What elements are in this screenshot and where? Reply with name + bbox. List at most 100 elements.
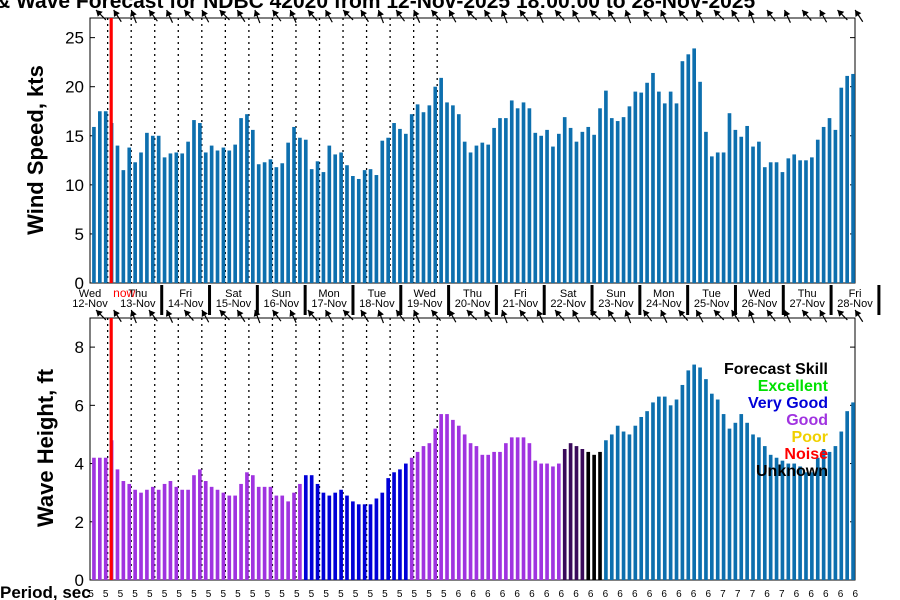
wave-bar: [662, 396, 667, 580]
period-value: 6: [500, 589, 506, 600]
day-separator: [447, 285, 451, 315]
wind-direction-arrow: [554, 9, 565, 21]
wind-direction-arrow: [519, 9, 529, 22]
wind-direction-arrow: [607, 9, 617, 23]
wave-arrow-head: [377, 310, 384, 317]
wind-bar: [474, 145, 479, 283]
wind-bar: [203, 152, 208, 283]
wind-bar: [498, 118, 502, 283]
day-name-label: Wed: [413, 288, 435, 300]
wind-bar: [715, 152, 720, 283]
wave-direction-arrow: [554, 309, 565, 321]
wave-bar: [668, 405, 673, 580]
wind-bar: [710, 156, 714, 283]
wind-bar: [115, 145, 120, 283]
wind-bar: [292, 126, 296, 283]
wind-bar: [451, 105, 455, 283]
day-date-label: 15-Nov: [216, 298, 252, 310]
wind-bar: [739, 136, 744, 283]
wave-arrow-head: [678, 310, 686, 317]
wave-direction-arrow: [572, 309, 580, 323]
wind-bar: [757, 141, 761, 283]
wave-arrow-head: [802, 310, 809, 317]
wave-bar: [439, 414, 443, 580]
day-separator: [160, 285, 164, 315]
wave-bar: [557, 463, 561, 580]
wind-bar: [551, 146, 555, 283]
wind-direction-arrow: [572, 9, 580, 23]
wind-arrow-head: [448, 10, 456, 17]
wind-bar: [721, 152, 726, 283]
day-date-label: 14-Nov: [168, 298, 204, 310]
wind-arrow-head: [201, 10, 208, 17]
wave-direction-arrow: [766, 309, 776, 322]
period-value: 6: [676, 589, 682, 600]
wind-bar: [121, 170, 126, 283]
wave-bar: [468, 443, 473, 580]
period-value: 5: [397, 589, 403, 600]
wind-arrow-head: [819, 10, 826, 17]
period-value: 6: [808, 589, 814, 600]
wave-bar: [680, 384, 685, 580]
wind-bar: [704, 131, 708, 283]
wind-direction-arrow: [342, 9, 354, 21]
wind-bar: [186, 141, 190, 283]
period-value: 5: [147, 589, 153, 600]
wave-bar: [209, 486, 214, 580]
wind-arrow-head: [766, 10, 774, 17]
wind-bar: [168, 153, 173, 283]
wind-ytick-label: 15: [65, 127, 84, 146]
wave-bar: [121, 481, 126, 580]
wave-bar: [433, 428, 438, 580]
period-value: 6: [661, 589, 667, 600]
wave-direction-arrow: [165, 309, 174, 323]
wind-bar: [274, 167, 279, 283]
day-date-label: 28-Nov: [837, 298, 873, 310]
wave-arrow-head: [819, 310, 826, 317]
wind-bar: [280, 163, 285, 283]
wave-ytick-label: 8: [75, 338, 84, 357]
wave-bar: [786, 463, 791, 580]
wind-bar: [492, 127, 496, 283]
wave-bar: [327, 495, 332, 580]
wave-bar: [733, 422, 738, 580]
wave-bar: [256, 486, 261, 580]
wave-bar: [545, 463, 549, 580]
wind-bar: [745, 125, 749, 284]
period-value: 6: [647, 589, 653, 600]
wave-bar: [133, 489, 137, 580]
wave-ylabel: Wave Height, ft: [33, 368, 58, 527]
period-value: 6: [794, 589, 800, 600]
wind-bar: [574, 141, 579, 283]
wind-bar: [127, 147, 132, 283]
wave-direction-arrow: [519, 309, 529, 322]
wave-bar: [174, 486, 179, 580]
wave-arrow-head: [289, 310, 296, 317]
wind-bar: [851, 73, 855, 283]
wind-direction-arrow: [466, 9, 478, 21]
wave-bar: [762, 446, 767, 580]
wind-ytick-label: 20: [65, 78, 84, 97]
day-separator: [877, 285, 881, 315]
wind-arrow-head: [165, 10, 173, 17]
wind-bar: [150, 135, 155, 283]
wind-bar: [615, 121, 620, 283]
wind-bar: [392, 123, 396, 283]
wave-bar: [821, 449, 826, 580]
period-value: 5: [118, 589, 124, 600]
wind-bar: [433, 86, 438, 283]
period-value: 5: [265, 589, 271, 600]
wind-arrow-head: [377, 10, 384, 17]
day-name-label: Fri: [849, 288, 862, 300]
wind-bar: [568, 127, 573, 283]
wind-direction-arrow: [413, 9, 421, 23]
period-value: 6: [456, 589, 462, 600]
wave-direction-arrow: [183, 309, 194, 321]
wave-arrow-head: [660, 310, 667, 317]
wind-bar: [145, 132, 149, 283]
wind-bar: [692, 48, 696, 283]
wind-bar: [286, 142, 290, 283]
wave-bar: [715, 399, 720, 580]
wave-bar: [533, 460, 538, 580]
wave-bar: [486, 454, 491, 580]
